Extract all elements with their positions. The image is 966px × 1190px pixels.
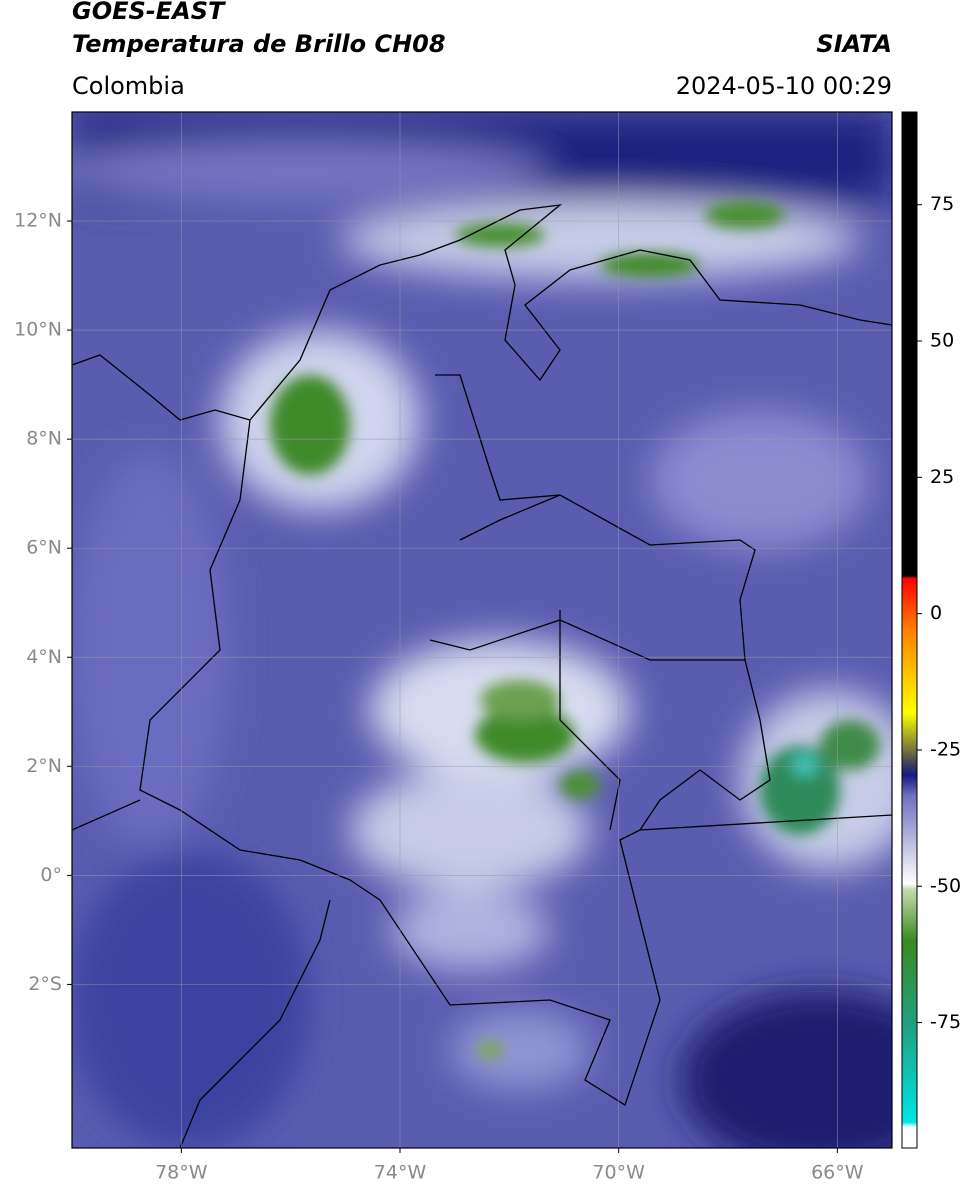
colorbar-tick-label: 25 (930, 466, 954, 488)
y-tick-label: 10°N (14, 319, 62, 341)
datetime: 2024-05-10 00:29 (676, 72, 892, 100)
title: Temperatura de Brillo CH08 (72, 30, 446, 58)
colorbar-tick-label: 75 (930, 193, 954, 215)
map-frame (71, 111, 893, 1149)
satellite-image (72, 112, 892, 1148)
y-tick-label: 6°N (26, 537, 62, 559)
colorbar-tick-label: -75 (930, 1011, 961, 1033)
y-tick-label: 2°S (28, 973, 62, 995)
region: Colombia (72, 72, 185, 100)
y-tick-label: 2°N (26, 755, 62, 777)
y-tick-label: 8°N (26, 428, 62, 450)
y-tick-label: 12°N (14, 210, 62, 232)
y-tick-label: 0° (40, 864, 62, 886)
grid (72, 112, 892, 1148)
colorbar (901, 111, 918, 1149)
title: GOES-EAST (72, 0, 226, 25)
colorbar-tick-label: -25 (930, 738, 961, 760)
y-tick-label: 4°N (26, 646, 62, 668)
colorbar-tick-label: -50 (930, 875, 961, 897)
colorbar-tick-label: 50 (930, 330, 954, 352)
source: SIATA (816, 30, 892, 58)
x-tick-label: 66°W (811, 1162, 864, 1184)
x-tick-label: 74°W (374, 1162, 427, 1184)
x-tick-label: 78°W (155, 1162, 208, 1184)
colorbar-tick-label: 0 (930, 602, 942, 624)
x-tick-label: 70°W (592, 1162, 645, 1184)
